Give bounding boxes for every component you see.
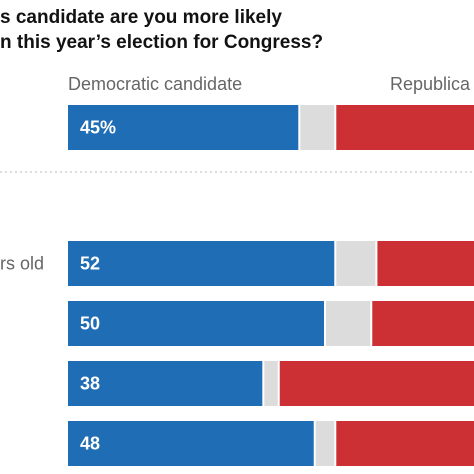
value-label: 45% — [80, 117, 116, 137]
chart-title: n this year’s election for Congress? — [0, 32, 323, 53]
bar-segment — [326, 301, 371, 346]
bar-segment — [372, 301, 474, 346]
bar-segment — [377, 241, 474, 286]
bar-segment — [68, 361, 263, 406]
value-label: 38 — [80, 373, 100, 393]
value-label: 52 — [80, 253, 100, 273]
value-label: 50 — [80, 313, 100, 333]
bar-segment — [336, 105, 474, 150]
bar-segment — [336, 241, 376, 286]
bar-segment — [68, 301, 324, 346]
bar-segment — [315, 421, 335, 466]
bar-segment — [300, 105, 335, 150]
bar-segment — [68, 105, 299, 150]
bar-segment — [68, 241, 335, 286]
bar-segment — [279, 361, 474, 406]
chart-title: s candidate are you more likely — [0, 7, 282, 28]
value-label: 48 — [80, 433, 100, 453]
legend-label: Republica — [390, 74, 471, 94]
legend-label: Democratic candidate — [68, 74, 242, 94]
bar-segment — [68, 421, 314, 466]
bar-segment — [336, 421, 474, 466]
bar-segment — [264, 361, 278, 406]
category-label: rs old — [0, 253, 44, 273]
